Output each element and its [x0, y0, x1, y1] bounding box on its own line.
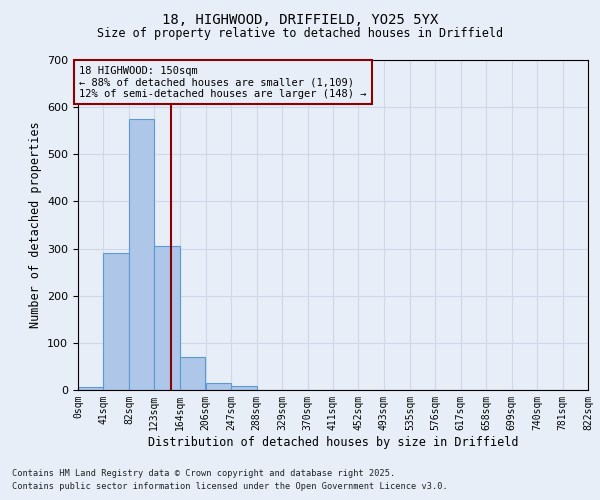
Text: 18, HIGHWOOD, DRIFFIELD, YO25 5YX: 18, HIGHWOOD, DRIFFIELD, YO25 5YX [162, 12, 438, 26]
Text: Contains HM Land Registry data © Crown copyright and database right 2025.: Contains HM Land Registry data © Crown c… [12, 468, 395, 477]
Bar [231, 386, 257, 390]
Bar [206, 384, 231, 390]
Bar [154, 246, 180, 390]
Bar [103, 254, 129, 390]
Bar [129, 119, 154, 390]
Text: 18 HIGHWOOD: 150sqm
← 88% of detached houses are smaller (1,109)
12% of semi-det: 18 HIGHWOOD: 150sqm ← 88% of detached ho… [79, 66, 367, 99]
Text: Size of property relative to detached houses in Driffield: Size of property relative to detached ho… [97, 28, 503, 40]
Bar [78, 386, 103, 390]
Text: Contains public sector information licensed under the Open Government Licence v3: Contains public sector information licen… [12, 482, 448, 491]
Bar [180, 357, 205, 390]
X-axis label: Distribution of detached houses by size in Driffield: Distribution of detached houses by size … [148, 436, 518, 448]
Y-axis label: Number of detached properties: Number of detached properties [29, 122, 41, 328]
